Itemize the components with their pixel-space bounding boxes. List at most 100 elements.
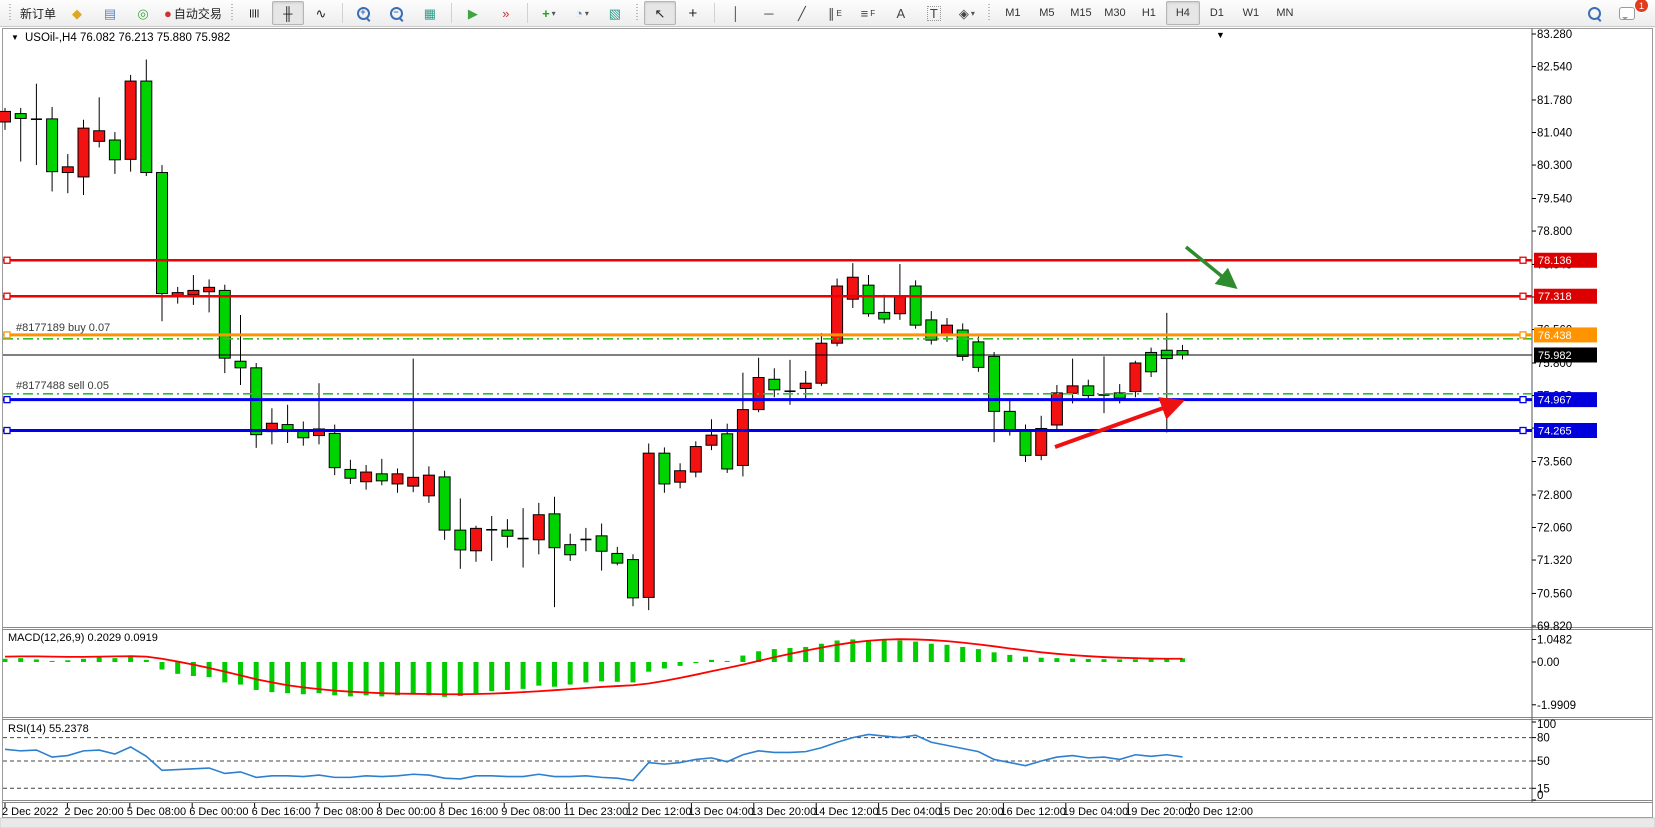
candle-body xyxy=(815,342,828,384)
candle-body xyxy=(878,311,891,320)
line-handle[interactable] xyxy=(1519,292,1527,300)
timeframe-m5-button[interactable]: M5 xyxy=(1039,7,1055,19)
timeframe-m1-button[interactable]: M1 xyxy=(1005,7,1021,19)
candle-body xyxy=(1160,349,1173,360)
chart-canvas[interactable]: 83.280 82.540 81.780 81.040 80.300 79.540 78.8… xyxy=(0,27,1655,828)
timeframe-w1-button[interactable]: W1 xyxy=(1242,7,1260,19)
timeframe-h4-button[interactable]: H4 xyxy=(1165,1,1200,25)
profile-button[interactable]: ▤ xyxy=(94,1,126,25)
toolbar-separator xyxy=(713,3,715,23)
zoom-out-button[interactable]: − xyxy=(381,1,413,25)
chart-shift-button[interactable]: » xyxy=(490,1,522,25)
candle-body xyxy=(407,476,420,487)
line-handle[interactable] xyxy=(3,292,11,300)
macd-histogram-bar xyxy=(253,662,259,690)
macd-histogram-bar xyxy=(928,643,934,662)
line-handle[interactable] xyxy=(1519,331,1527,339)
candle-body xyxy=(768,378,781,391)
rsi-tick-label: 80 xyxy=(1537,733,1550,745)
candle-body xyxy=(721,433,734,470)
macd-histogram-bar xyxy=(379,662,385,697)
line-handle[interactable] xyxy=(3,256,11,264)
line-handle[interactable] xyxy=(1519,395,1527,404)
label-tool-button[interactable]: T xyxy=(918,1,950,25)
candle-body xyxy=(611,552,624,564)
toolbar-grip[interactable] xyxy=(229,4,235,22)
candle-body xyxy=(375,473,388,482)
collapse-caret-icon[interactable]: ▼ xyxy=(11,33,19,42)
signals-button[interactable]: ◎ xyxy=(127,1,159,25)
zoom-in-button[interactable]: + xyxy=(348,1,380,25)
line-handle[interactable] xyxy=(1519,426,1527,435)
toolbar-grip[interactable] xyxy=(7,4,12,22)
candle-body xyxy=(846,276,859,300)
crosshair-icon: + xyxy=(688,4,698,22)
trendline-button[interactable]: ╱ xyxy=(786,1,818,25)
cursor-button[interactable]: ↖ xyxy=(643,1,676,25)
candle-body xyxy=(501,529,514,537)
macd-histogram-bar xyxy=(65,660,71,662)
chart-shift-marker-icon[interactable]: ▼ xyxy=(1216,30,1225,40)
timeframe-m15-button[interactable]: M15 xyxy=(1070,7,1092,19)
macd-histogram-bar xyxy=(614,662,620,682)
new-order-button[interactable]: 新订单 xyxy=(16,1,60,25)
macd-histogram-bar xyxy=(1164,658,1170,662)
macd-histogram-bar xyxy=(175,662,181,674)
line-handle[interactable] xyxy=(1519,256,1527,264)
signal-icon: ◎ xyxy=(137,5,149,21)
timeframe-h1-button[interactable]: H1 xyxy=(1141,7,1156,19)
notifications-button[interactable]: 1 xyxy=(1611,0,1649,25)
time-label: 6 Dec 00:00 xyxy=(189,806,248,818)
auto-trading-button[interactable]: ● 自动交易 xyxy=(160,1,226,25)
search-button[interactable] xyxy=(1578,1,1610,25)
candle-body xyxy=(909,285,922,326)
timeframe-mn-button[interactable]: MN xyxy=(1276,7,1294,19)
green-down-arrow[interactable] xyxy=(1184,245,1238,290)
zoom-in-icon: + xyxy=(357,6,371,20)
candle-body xyxy=(0,110,11,123)
channel-sub-label: E xyxy=(836,8,842,18)
new-chart-button[interactable]: + ▾ xyxy=(533,1,565,25)
price-tag xyxy=(1534,392,1597,408)
macd-histogram-bar xyxy=(740,655,746,662)
time-label: 13 Dec 20:00 xyxy=(751,806,816,818)
macd-histogram-bar xyxy=(300,662,306,695)
candlestick-button[interactable]: ╫ xyxy=(271,1,304,25)
macd-histogram-bar xyxy=(818,643,824,662)
period-button[interactable]: ◔ ▾ xyxy=(566,1,598,25)
text-tool-button[interactable]: A xyxy=(885,1,917,25)
time-label: 11 Dec 23:00 xyxy=(564,806,629,818)
price-tag-label: 78.136 xyxy=(1538,255,1572,267)
candle-body xyxy=(234,360,247,369)
candle-body xyxy=(108,139,121,161)
candle-body xyxy=(360,471,373,483)
line-handle[interactable] xyxy=(3,426,11,435)
gold-icon-button[interactable]: ◆ xyxy=(61,1,93,25)
fibonacci-button[interactable]: ≡ F xyxy=(852,1,884,25)
line-handle[interactable] xyxy=(3,395,11,404)
toolbar-separator xyxy=(450,3,452,23)
toolbar-grip[interactable] xyxy=(634,4,640,22)
shapes-button[interactable]: ◈ ▾ xyxy=(951,1,983,25)
macd-histogram-bar xyxy=(238,662,243,685)
timeframe-m30-button[interactable]: M30 xyxy=(1104,7,1126,19)
red-up-arrow[interactable] xyxy=(1054,397,1185,449)
time-label: 13 Dec 04:00 xyxy=(688,806,753,818)
fibonacci-icon: ≡ xyxy=(860,5,869,21)
indicators-button[interactable]: ▧ xyxy=(599,1,631,25)
crosshair-button[interactable]: + xyxy=(677,1,709,25)
auto-scroll-button[interactable]: ▶ xyxy=(457,1,489,25)
bar-chart-button[interactable]: ≣ xyxy=(239,1,271,25)
macd-histogram-bar xyxy=(756,651,762,662)
channel-button[interactable]: ∥ E xyxy=(819,1,851,25)
horizontal-line-button[interactable]: ─ xyxy=(753,1,785,25)
toolbar-grip[interactable] xyxy=(986,4,992,22)
macd-histogram-bar xyxy=(913,641,919,662)
vertical-line-button[interactable]: │ xyxy=(720,1,752,25)
macd-histogram-bar xyxy=(1070,658,1076,662)
line-handle[interactable] xyxy=(3,331,11,339)
timeframe-d1-button[interactable]: D1 xyxy=(1209,7,1224,19)
tile-windows-button[interactable]: ▦ xyxy=(414,1,446,25)
macd-histogram-bar xyxy=(661,662,667,669)
line-chart-button[interactable]: ∿ xyxy=(305,1,337,25)
